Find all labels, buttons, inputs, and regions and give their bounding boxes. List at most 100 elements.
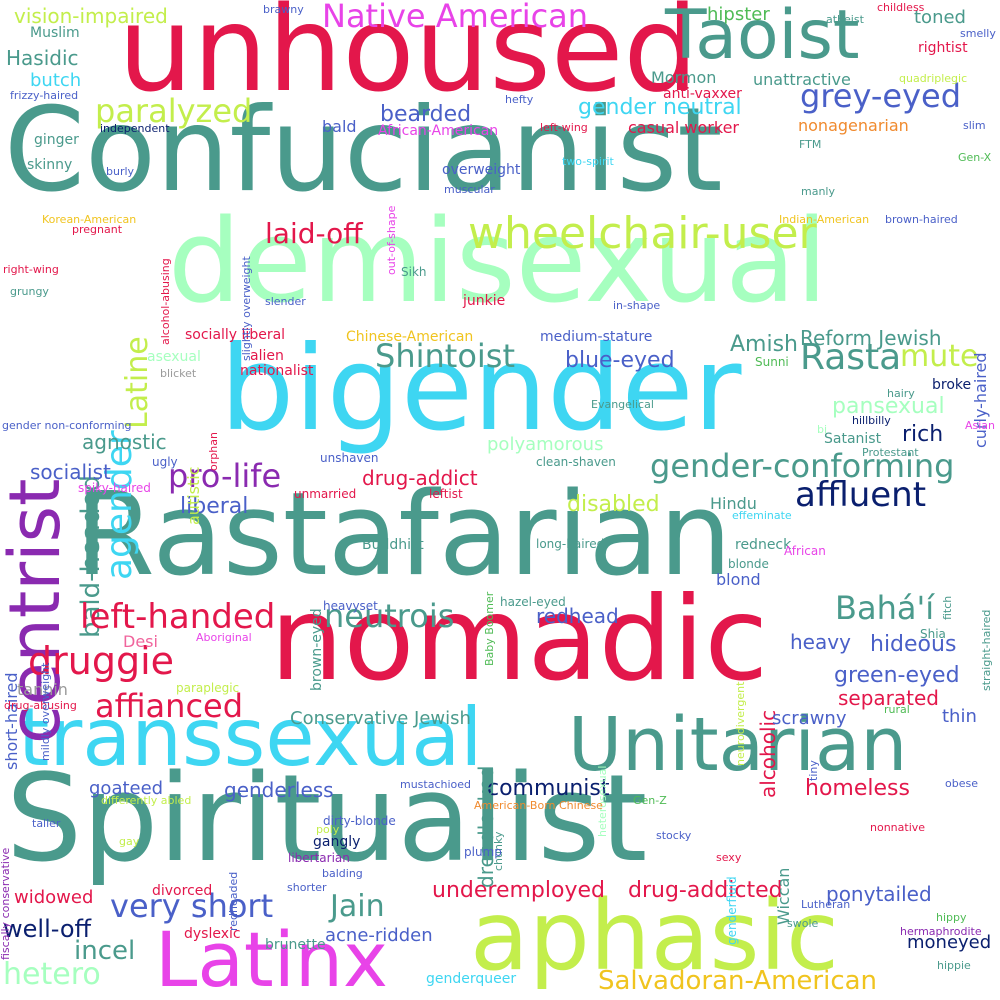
word: well-off [3, 915, 92, 943]
word: blonde [728, 557, 769, 571]
word: Aboriginal [196, 631, 252, 644]
word: dyslexic [184, 926, 241, 942]
word: dirty-blonde [323, 814, 396, 828]
word: gay [119, 835, 140, 848]
word: frizzy-haired [10, 89, 79, 102]
word: unattractive [753, 70, 851, 89]
word: brawny [263, 3, 304, 16]
word: socially liberal [185, 327, 286, 343]
word: green-eyed [834, 663, 960, 688]
word: hazel-eyed [500, 595, 566, 609]
word: Shia [920, 627, 946, 641]
word: hefty [505, 93, 534, 106]
word: atheist [826, 13, 864, 26]
word: leftist [429, 487, 463, 501]
word: swole [787, 917, 819, 930]
word: Rasta [800, 337, 902, 378]
word: fiscally conservative [0, 847, 12, 960]
word: left-handed [80, 597, 276, 637]
word: obese [945, 777, 978, 790]
word: blicket [160, 367, 197, 380]
word: pansexual [832, 394, 945, 419]
word: brown-eyed [309, 608, 325, 691]
word: Hasidic [6, 46, 79, 70]
word: pro-life [168, 457, 282, 495]
word: autistic [184, 466, 203, 525]
word: socialist [30, 460, 111, 484]
word: alcohol-abusing [159, 258, 172, 345]
word: mute [900, 339, 979, 374]
word: burly [106, 165, 135, 178]
word: Amish [730, 332, 798, 357]
word: heavyset [323, 599, 378, 613]
word: acne-ridden [325, 925, 433, 946]
word: hillbilly [852, 414, 891, 427]
word: rightist [918, 40, 968, 56]
word: shorter [287, 881, 327, 894]
word: Baby Boomer [483, 591, 496, 666]
word: orphan [207, 432, 220, 471]
word: Confucianist [4, 83, 723, 218]
word: drug-addict [362, 466, 478, 490]
word: gangly [313, 834, 361, 850]
word: clean-shaven [536, 455, 616, 469]
word: Indian-American [779, 213, 870, 226]
word: redneck [735, 537, 792, 553]
word: bald [322, 117, 357, 136]
word: African-American [378, 123, 499, 139]
word: gender non-conforming [2, 419, 132, 432]
word: underemployed [432, 878, 605, 903]
word: blue-eyed [565, 348, 675, 373]
word: mildly overweight [39, 662, 52, 762]
word: druggie [28, 639, 175, 683]
word: liberal [180, 494, 249, 519]
word: Chinese-American [346, 329, 474, 345]
word: very short [110, 887, 274, 925]
word: disabled [567, 492, 660, 517]
word: vision-impaired [14, 4, 168, 28]
word: skinny [27, 157, 73, 173]
word: quadriplegic [899, 72, 968, 85]
word: Protestant [862, 446, 919, 459]
word: muscular [444, 183, 495, 196]
word: hippie [937, 959, 971, 972]
word: scrawny [772, 708, 847, 729]
word: polyamorous [487, 434, 604, 455]
word: brunette [265, 937, 326, 953]
word: mustachioed [400, 778, 472, 791]
word: broke [932, 377, 972, 393]
word: agnostic [82, 430, 167, 454]
word: tiny [807, 760, 820, 781]
word: differently abled [101, 794, 192, 807]
word: slender [265, 295, 306, 308]
word: fitch [941, 595, 954, 620]
word: right-wing [3, 263, 59, 276]
word: Korean-American [42, 213, 137, 226]
word: rural [884, 703, 910, 716]
word: slim [963, 119, 986, 132]
word: Gen-Z [633, 794, 667, 807]
word: separated [838, 686, 939, 710]
word: hetero [3, 957, 101, 992]
word: hippy [936, 911, 967, 924]
word: ponytailed [826, 882, 932, 906]
word: rich [902, 422, 944, 447]
word: alien [250, 348, 284, 364]
word: Shintoist [375, 337, 515, 375]
word: taller [32, 817, 61, 830]
word: Satanist [824, 431, 882, 447]
word: grungy [10, 285, 49, 298]
word: long-haired [536, 537, 605, 551]
word: blond [716, 570, 761, 589]
word: poly [316, 823, 340, 836]
word: pregnant [72, 223, 123, 236]
word: hideous [870, 632, 957, 657]
word: smelly [960, 27, 996, 40]
word: Evangelical [591, 398, 654, 411]
word: genderless [224, 778, 334, 802]
word: communist [487, 776, 610, 801]
word: Native American [322, 0, 589, 35]
word: neurodivergent [734, 681, 747, 766]
word: unhoused [118, 0, 699, 118]
